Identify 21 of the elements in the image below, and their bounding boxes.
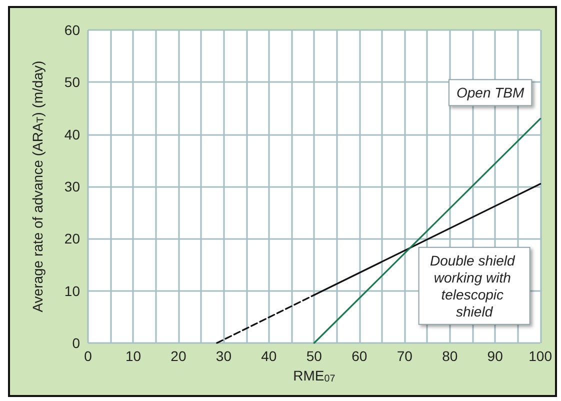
y-tick-label: 20	[64, 230, 80, 247]
x-tick-label: 30	[216, 348, 232, 364]
y-tick-label: 10	[64, 282, 80, 299]
x-tick-label: 40	[261, 348, 277, 364]
y-tick-label: 30	[64, 178, 80, 194]
series-label: Double shield working with telescopic shield	[430, 252, 519, 320]
y-tick-label: 60	[64, 22, 80, 38]
y-tick-label: 0	[72, 335, 80, 351]
x-tick-label: 60	[352, 348, 368, 364]
x-tick-label: 10	[125, 348, 142, 364]
x-tick-label: 100	[528, 348, 552, 364]
y-tick-label: 40	[64, 126, 80, 142]
x-tick-label: 50	[306, 348, 322, 364]
x-tick-label: 0	[84, 348, 92, 364]
x-tick-label: 20	[170, 348, 186, 364]
x-tick-label: 90	[487, 348, 504, 364]
series-label: Open TBM	[456, 84, 524, 101]
x-tick-label: 70	[396, 348, 413, 364]
x-tick-label: 80	[442, 348, 458, 364]
y-axis-title: Average rate of advance (ARAT) (m/day)	[30, 60, 46, 312]
y-tick-label: 50	[64, 74, 80, 90]
